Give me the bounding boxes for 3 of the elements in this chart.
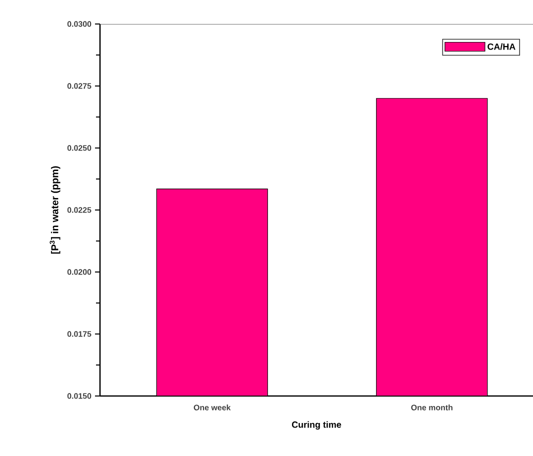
legend-label: CA/HA <box>488 43 516 50</box>
y-axis-title: [P$^{3}$] in water (ppm) <box>50 166 60 254</box>
x-axis-title: Curing time <box>292 421 342 430</box>
